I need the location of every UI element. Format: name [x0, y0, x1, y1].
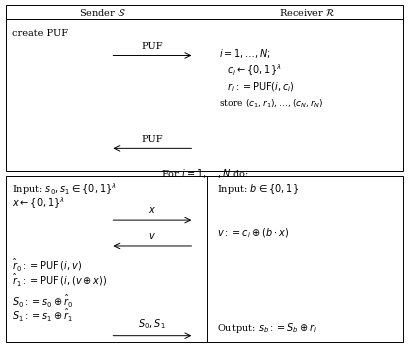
Text: create PUF: create PUF: [12, 29, 68, 38]
Text: $S_0 := s_0 \oplus \hat{r}_0$: $S_0 := s_0 \oplus \hat{r}_0$: [12, 293, 74, 310]
Text: $\hat{r}_1 := \mathsf{PUF}\,(i, (v \oplus x))$: $\hat{r}_1 := \mathsf{PUF}\,(i, (v \oplu…: [12, 271, 108, 288]
Text: $S_1 := s_1 \oplus \hat{r}_1$: $S_1 := s_1 \oplus \hat{r}_1$: [12, 307, 74, 324]
Text: $x$: $x$: [148, 205, 156, 215]
FancyBboxPatch shape: [6, 176, 403, 342]
Text: $r_i := \mathsf{PUF}(i, c_i)$: $r_i := \mathsf{PUF}(i, c_i)$: [227, 80, 294, 94]
Text: Sender $\mathcal{S}$: Sender $\mathcal{S}$: [79, 7, 126, 18]
Text: PUF: PUF: [142, 42, 163, 51]
Text: store $(c_1, r_1), \ldots, (c_N, r_N)$: store $(c_1, r_1), \ldots, (c_N, r_N)$: [219, 97, 324, 110]
Text: $\hat{r}_0 := \mathsf{PUF}\,(i, v)$: $\hat{r}_0 := \mathsf{PUF}\,(i, v)$: [12, 257, 82, 273]
Text: Input: $s_0, s_1 \in \{0,1\}^\lambda$: Input: $s_0, s_1 \in \{0,1\}^\lambda$: [12, 181, 117, 197]
Text: $S_0, S_1$: $S_0, S_1$: [138, 317, 166, 331]
Text: Input: $b \in \{0, 1\}$: Input: $b \in \{0, 1\}$: [217, 182, 299, 196]
Text: Output: $s_b := S_b \oplus r_i$: Output: $s_b := S_b \oplus r_i$: [217, 321, 317, 335]
Text: PUF: PUF: [142, 135, 163, 144]
FancyBboxPatch shape: [6, 5, 403, 171]
Text: For $i = 1, \ldots, N$ do:: For $i = 1, \ldots, N$ do:: [161, 167, 248, 180]
Text: $v := c_i \oplus (b \cdot x)$: $v := c_i \oplus (b \cdot x)$: [217, 226, 289, 240]
Text: $v$: $v$: [148, 231, 156, 241]
Text: $x \leftarrow \{0,1\}^\lambda$: $x \leftarrow \{0,1\}^\lambda$: [12, 195, 65, 211]
Text: $i = 1, \ldots, N;$: $i = 1, \ldots, N;$: [219, 47, 271, 60]
Text: $c_i \leftarrow \{0,1\}^\lambda$: $c_i \leftarrow \{0,1\}^\lambda$: [227, 62, 282, 78]
Text: Receiver $\mathcal{R}$: Receiver $\mathcal{R}$: [279, 7, 335, 18]
